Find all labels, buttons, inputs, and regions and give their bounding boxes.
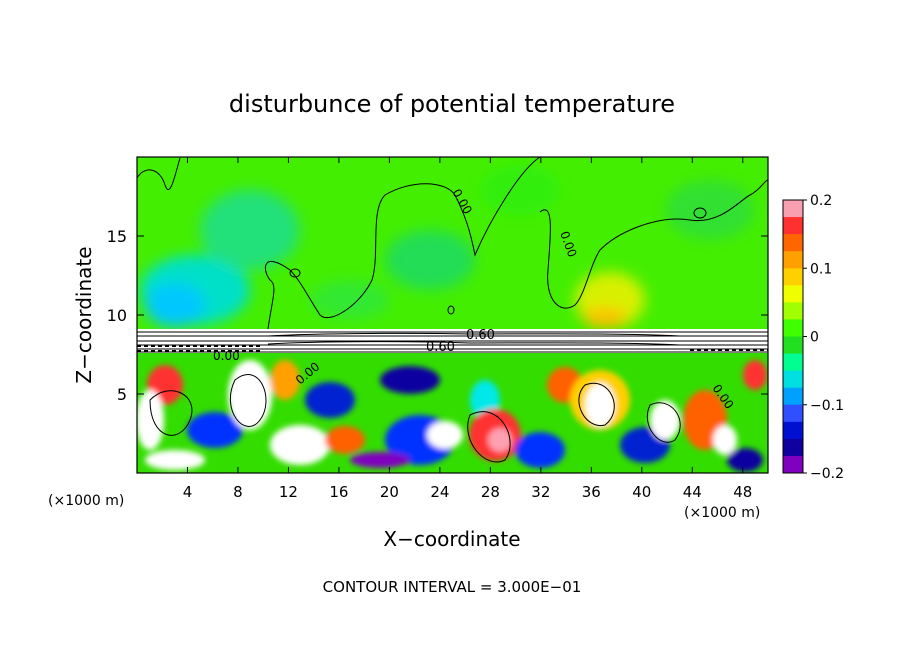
colorbar-swatch — [783, 319, 803, 337]
contour-label: 0.60 — [466, 328, 495, 343]
colorbar-swatch — [783, 421, 803, 440]
colorbar-swatch — [783, 268, 803, 286]
contour-label: 0.00 — [213, 349, 240, 363]
x-tick-label: 40 — [632, 483, 651, 501]
x-tick-label: 36 — [582, 483, 601, 501]
colorbar-tick-label: −0.1 — [810, 398, 844, 414]
x-tick-label: 24 — [430, 483, 449, 501]
colorbar-swatch — [783, 455, 803, 474]
x-axis-label: X−coordinate — [383, 527, 520, 551]
chart-title: disturbunce of potential temperature — [229, 90, 675, 118]
x-tick-label: 48 — [733, 483, 752, 501]
y-tick-label: 5 — [117, 385, 127, 404]
colorbar-tick-label: 0.1 — [810, 261, 832, 277]
colorbar-tick-label: 0.2 — [810, 193, 832, 209]
x-tick-label: 20 — [380, 483, 399, 501]
colorbar-swatch — [783, 285, 803, 303]
x-unit-right: (×1000 m) — [684, 505, 760, 521]
y-axis: 5 10 15 — [107, 227, 768, 404]
colorbar-swatch — [783, 353, 803, 372]
x-tick-label: 16 — [329, 483, 348, 501]
x-unit-left: (×1000 m) — [48, 493, 124, 509]
y-tick-label: 10 — [107, 306, 127, 325]
colorbar-swatch — [783, 251, 803, 269]
colorbar-swatch — [783, 200, 803, 218]
contour-label: 0.60 — [426, 340, 455, 355]
colorbar-swatch — [783, 404, 803, 423]
x-tick-label: 44 — [683, 483, 702, 501]
x-tick-label: 32 — [531, 483, 550, 501]
colorbar-swatch — [783, 387, 803, 406]
x-axis: 4 8 12 16 20 24 28 32 36 40 44 48 — [183, 157, 752, 501]
heatmap-field — [137, 157, 768, 473]
x-tick-label: 4 — [183, 483, 193, 501]
colorbar-tick-label: −0.2 — [810, 466, 844, 482]
x-tick-label: 12 — [279, 483, 298, 501]
x-tick-label: 28 — [481, 483, 500, 501]
colorbar-swatch — [783, 234, 803, 252]
colorbar: 0.2 0.1 0 −0.1 −0.2 — [782, 193, 844, 482]
colorbar-swatch — [783, 336, 803, 355]
colorbar-swatch — [783, 438, 803, 457]
colorbar-swatch — [783, 370, 803, 389]
contour-interval-note: CONTOUR INTERVAL = 3.000E−01 — [323, 578, 582, 596]
y-axis-label: Z−coordinate — [72, 246, 96, 383]
colorbar-tick-label: 0 — [810, 330, 819, 346]
colorbar-swatch — [783, 302, 803, 320]
x-tick-label: 8 — [233, 483, 243, 501]
y-tick-label: 15 — [107, 227, 127, 246]
colorbar-swatch — [783, 217, 803, 235]
